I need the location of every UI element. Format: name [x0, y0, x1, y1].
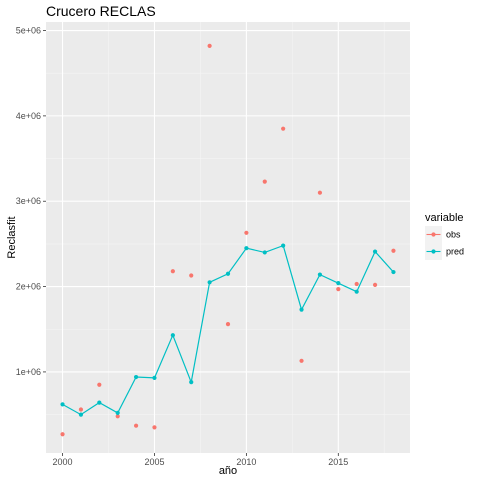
chart-title: Crucero RECLAS — [46, 3, 156, 19]
obs-point — [78, 407, 84, 412]
obs-point — [372, 282, 378, 287]
x-tick-label: 2005 — [144, 457, 164, 467]
pred-point — [354, 289, 359, 294]
pred-point — [262, 250, 267, 255]
obs-point — [170, 269, 175, 274]
obs-point — [207, 43, 212, 48]
y-tick-label: 2e+06 — [16, 282, 41, 292]
obs-point — [225, 322, 231, 327]
legend-title: variable — [425, 212, 464, 224]
obs-point — [299, 358, 304, 363]
x-axis-ticks: 2000 2005 2010 2015 — [53, 453, 348, 467]
obs-point — [152, 425, 157, 430]
grid-minor — [46, 22, 410, 453]
x-axis-title: año — [219, 465, 237, 477]
y-axis-ticks: 1e+06 2e+06 3e+06 4e+06 5e+06 — [16, 26, 46, 377]
pred-point — [299, 307, 304, 312]
obs-point — [391, 248, 396, 253]
pred-point — [115, 410, 120, 415]
legend-key-point-obs — [431, 232, 436, 237]
pred-point — [170, 333, 175, 338]
legend-label-obs: obs — [446, 230, 461, 240]
obs-point — [317, 190, 323, 195]
obs-point — [97, 382, 102, 387]
y-tick-label: 3e+06 — [16, 196, 41, 206]
obs-point — [281, 126, 286, 131]
legend-label-pred: pred — [446, 247, 464, 257]
pred-point — [391, 269, 396, 275]
pred-point — [78, 412, 84, 417]
obs-point — [262, 179, 267, 184]
obs-point — [244, 230, 249, 235]
plot-panel — [46, 22, 410, 453]
obs-point — [115, 414, 120, 419]
obs-point — [60, 432, 65, 437]
pred-point — [336, 281, 341, 286]
data-points — [60, 43, 396, 437]
pred-point — [372, 249, 378, 254]
obs-point — [336, 287, 341, 292]
pred-point — [152, 375, 157, 380]
pred-point — [317, 272, 323, 277]
y-axis-title: Reclasfit — [6, 216, 18, 258]
y-tick-label: 4e+06 — [16, 111, 41, 121]
y-tick-label: 1e+06 — [16, 367, 41, 377]
pred-point — [225, 271, 231, 276]
x-tick-label: 2000 — [53, 457, 73, 467]
pred-point — [244, 246, 249, 251]
pred-point — [60, 402, 65, 407]
x-tick-label: 2010 — [236, 457, 256, 467]
legend: variable obs pred — [425, 212, 464, 260]
pred-point — [97, 400, 102, 405]
obs-point — [189, 273, 194, 278]
pred-point — [189, 380, 194, 385]
pred-point — [207, 280, 212, 285]
grid-major — [46, 22, 410, 453]
obs-point — [133, 423, 139, 428]
x-tick-label: 2015 — [328, 457, 348, 467]
legend-key-point-pred — [431, 249, 436, 254]
pred-point — [133, 374, 139, 380]
obs-point — [354, 281, 359, 287]
y-tick-label: 5e+06 — [16, 26, 41, 36]
pred-point — [281, 243, 286, 248]
